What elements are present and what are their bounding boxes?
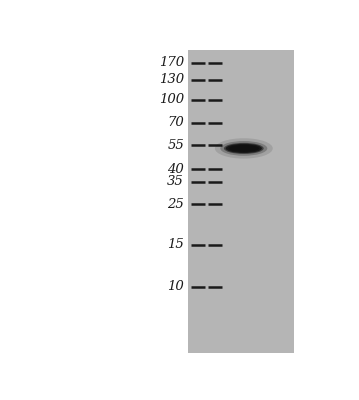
Text: 100: 100 <box>159 93 184 106</box>
Ellipse shape <box>228 145 259 152</box>
Text: 130: 130 <box>159 73 184 86</box>
Text: 25: 25 <box>167 198 184 211</box>
Text: 70: 70 <box>167 116 184 129</box>
Ellipse shape <box>226 144 262 153</box>
Text: 15: 15 <box>167 238 184 251</box>
Text: 170: 170 <box>159 56 184 69</box>
Text: 40: 40 <box>167 162 184 176</box>
Ellipse shape <box>224 143 264 154</box>
Text: 35: 35 <box>167 176 184 188</box>
Text: 10: 10 <box>167 280 184 293</box>
Ellipse shape <box>220 141 267 156</box>
Text: 55: 55 <box>167 138 184 152</box>
Ellipse shape <box>215 138 273 158</box>
Bar <box>188 50 294 353</box>
